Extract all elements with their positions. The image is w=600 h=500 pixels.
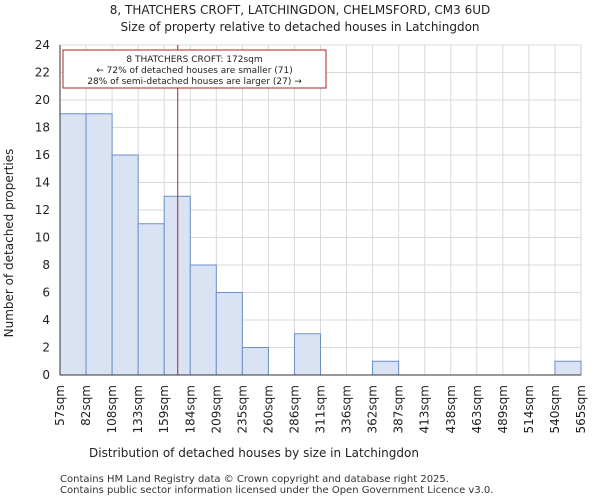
x-tick-label: 159sqm	[157, 385, 171, 433]
x-tick-label: 463sqm	[470, 385, 484, 433]
y-tick-label: 16	[35, 148, 50, 162]
x-tick-label: 489sqm	[496, 385, 510, 433]
bar-57sqm	[59, 113, 87, 376]
x-tick-label: 514sqm	[522, 385, 536, 433]
x-tick-label: 209sqm	[209, 385, 223, 433]
footer-licence: Contains public sector information licen…	[60, 485, 494, 496]
y-tick-label: 4	[42, 313, 50, 327]
y-tick-label: 0	[42, 368, 50, 382]
y-tick-label: 10	[35, 231, 50, 245]
x-tick-label: 286sqm	[287, 385, 301, 433]
x-tick-label: 133sqm	[131, 385, 145, 433]
y-tick-label: 12	[35, 203, 50, 217]
y-tick-label: 6	[42, 286, 50, 300]
bar-362sqm	[372, 360, 400, 376]
annotation-larger: 28% of semi-detached houses are larger (…	[87, 77, 302, 87]
x-tick-label: 184sqm	[183, 385, 197, 433]
y-tick-label: 18	[35, 121, 50, 135]
x-tick-label: 565sqm	[574, 385, 588, 433]
bar-159sqm	[163, 195, 191, 376]
bar-209sqm	[215, 292, 243, 376]
bar-184sqm	[189, 264, 217, 376]
bar-286sqm	[293, 333, 322, 376]
y-tick-label: 14	[35, 176, 50, 190]
bar-133sqm	[137, 223, 165, 376]
y-tick-label: 24	[35, 38, 50, 52]
x-tick-label: 438sqm	[444, 385, 458, 433]
x-tick-label: 336sqm	[340, 385, 354, 433]
bar-82sqm	[85, 113, 113, 376]
chart-title: 8, THATCHERS CROFT, LATCHINGDON, CHELMSF…	[109, 3, 491, 17]
x-tick-label: 108sqm	[105, 385, 119, 433]
y-tick-label: 22	[35, 66, 50, 80]
footer-copyright: Contains HM Land Registry data © Crown c…	[60, 474, 449, 485]
annotation-box: 8 THATCHERS CROFT: 172sqm ← 72% of detac…	[62, 49, 327, 89]
y-tick-label: 2	[42, 341, 50, 355]
y-axis-label: Number of detached properties	[2, 149, 16, 338]
x-tick-label: 362sqm	[366, 385, 380, 433]
bar-235sqm	[241, 347, 269, 376]
bar-540sqm	[554, 360, 582, 376]
annotation-title: 8 THATCHERS CROFT: 172sqm	[126, 55, 262, 65]
bar-108sqm	[111, 154, 139, 376]
x-tick-label: 260sqm	[261, 385, 275, 433]
chart-subtitle: Size of property relative to detached ho…	[120, 20, 480, 34]
x-tick-label: 413sqm	[418, 385, 432, 433]
y-tick-label: 20	[35, 93, 50, 107]
y-tick-label: 8	[42, 258, 50, 272]
x-axis-label: Distribution of detached houses by size …	[89, 446, 419, 460]
x-tick-label: 82sqm	[79, 385, 93, 426]
x-tick-label: 235sqm	[235, 385, 249, 433]
x-tick-label: 57sqm	[53, 385, 67, 426]
annotation-smaller: ← 72% of detached houses are smaller (71…	[96, 66, 293, 76]
x-tick-label: 540sqm	[548, 385, 562, 433]
x-tick-label: 311sqm	[314, 385, 328, 433]
x-tick-label: 387sqm	[392, 385, 406, 433]
